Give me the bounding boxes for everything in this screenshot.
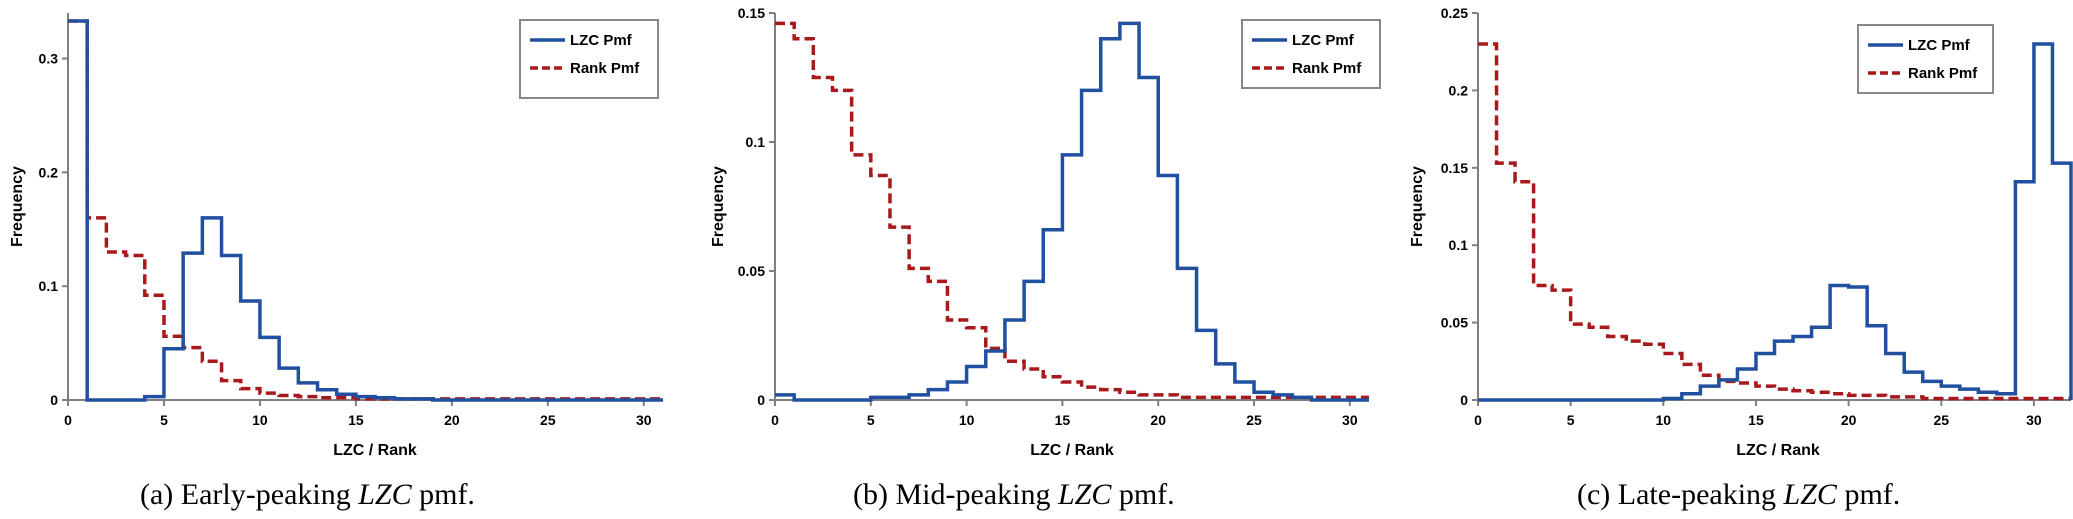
y-axis-title: Frequency	[710, 166, 727, 247]
y-tick-label: 0.15	[738, 5, 765, 21]
y-tick-label: 0.1	[1449, 237, 1469, 253]
y-axis-title: Frequency	[1409, 166, 1426, 247]
x-tick-label: 5	[160, 412, 168, 428]
y-tick-label: 0	[1460, 392, 1468, 408]
x-tick-label: 5	[1567, 412, 1575, 428]
legend-label-lzc: LZC Pmf	[1908, 37, 1971, 54]
y-tick-label: 0.05	[1441, 315, 1468, 331]
x-tick-label: 10	[959, 412, 975, 428]
x-tick-label: 0	[1474, 412, 1482, 428]
caption-c: (c) Late-peaking LZC pmf.	[1577, 478, 1900, 512]
legend: LZC Pmf Rank Pmf	[1241, 19, 1381, 89]
legend-box	[1857, 24, 1994, 94]
x-tick-label: 15	[348, 412, 364, 428]
caption-c-suffix: pmf.	[1836, 478, 1901, 511]
y-tick-label: 0	[50, 392, 58, 408]
x-tick-label: 10	[1656, 412, 1672, 428]
x-axis-title: LZC / Rank	[333, 442, 417, 459]
x-tick-label: 30	[1342, 412, 1358, 428]
x-tick-label: 30	[2026, 412, 2042, 428]
x-tick-label: 30	[636, 412, 652, 428]
legend: LZC Pmf Rank Pmf	[519, 19, 659, 99]
x-tick-label: 15	[1055, 412, 1071, 428]
y-tick-label: 0.1	[39, 278, 59, 294]
x-tick-label: 5	[867, 412, 875, 428]
chart-b: 0 0.05 0.1 0.15 0 5 10 15 20 25 30 LZC / Rank Freque…	[710, 5, 1381, 459]
x-tick-label: 20	[1150, 412, 1166, 428]
series-lzc-pmf-line	[68, 19, 663, 402]
series-rank-pmf-line	[775, 21, 1369, 400]
legend-label-rank: Rank Pmf	[1292, 60, 1362, 77]
chart-c: 0 0.05 0.1 0.15 0.2 0.25 0 5 10 15 20 25 30 LZC / Ran…	[1409, 5, 2073, 459]
x-tick-label: 20	[444, 412, 460, 428]
legend-box	[1241, 19, 1381, 89]
y-tick-label: 0.05	[738, 263, 765, 279]
caption-b-prefix: (b) Mid-peaking	[853, 478, 1058, 511]
legend: LZC Pmf Rank Pmf	[1857, 24, 1994, 94]
legend-label-rank: Rank Pmf	[570, 60, 640, 77]
x-tick-label: 15	[1748, 412, 1764, 428]
legend-box	[519, 19, 659, 99]
y-tick-label: 0.3	[39, 51, 59, 67]
y-tick-label: 0.1	[746, 134, 766, 150]
x-tick-label: 20	[1841, 412, 1857, 428]
caption-b-em: LZC	[1057, 478, 1112, 511]
caption-a: (a) Early-peaking LZC pmf.	[140, 478, 475, 512]
y-tick-label: 0	[757, 392, 765, 408]
y-tick-label: 0.15	[1441, 160, 1468, 176]
x-tick-label: 25	[540, 412, 556, 428]
caption-b: (b) Mid-peaking LZC pmf.	[853, 478, 1175, 512]
y-tick-label: 0.2	[39, 164, 59, 180]
caption-b-suffix: pmf.	[1111, 478, 1175, 511]
series-rank-pmf-line	[1478, 42, 2071, 401]
y-tick-label: 0.2	[1449, 82, 1469, 98]
y-axis-title: Frequency	[9, 166, 26, 247]
legend-label-lzc: LZC Pmf	[1292, 32, 1355, 49]
legend-label-rank: Rank Pmf	[1908, 65, 1978, 82]
caption-c-em: LZC	[1783, 478, 1837, 511]
caption-a-em: LZC	[358, 478, 412, 511]
x-tick-label: 25	[1933, 412, 1949, 428]
caption-a-suffix: pmf.	[411, 478, 475, 511]
x-tick-label: 0	[771, 412, 779, 428]
caption-c-prefix: (c) Late-peaking	[1577, 478, 1784, 511]
series-lzc-pmf-line	[1478, 42, 2073, 402]
x-axis-title: LZC / Rank	[1736, 442, 1820, 459]
x-tick-label: 10	[252, 412, 268, 428]
x-axis-title: LZC / Rank	[1030, 442, 1114, 459]
legend-label-lzc: LZC Pmf	[570, 32, 633, 49]
x-tick-label: 25	[1246, 412, 1262, 428]
y-tick-label: 0.25	[1441, 5, 1468, 21]
x-tick-label: 0	[64, 412, 72, 428]
chart-a: 0 0.1 0.2 0.3 0 5 10 15 20 25 30 LZC / Rank Frequenc…	[9, 13, 663, 459]
caption-a-prefix: (a) Early-peaking	[140, 478, 359, 511]
series-lzc-pmf-line	[775, 21, 1369, 402]
